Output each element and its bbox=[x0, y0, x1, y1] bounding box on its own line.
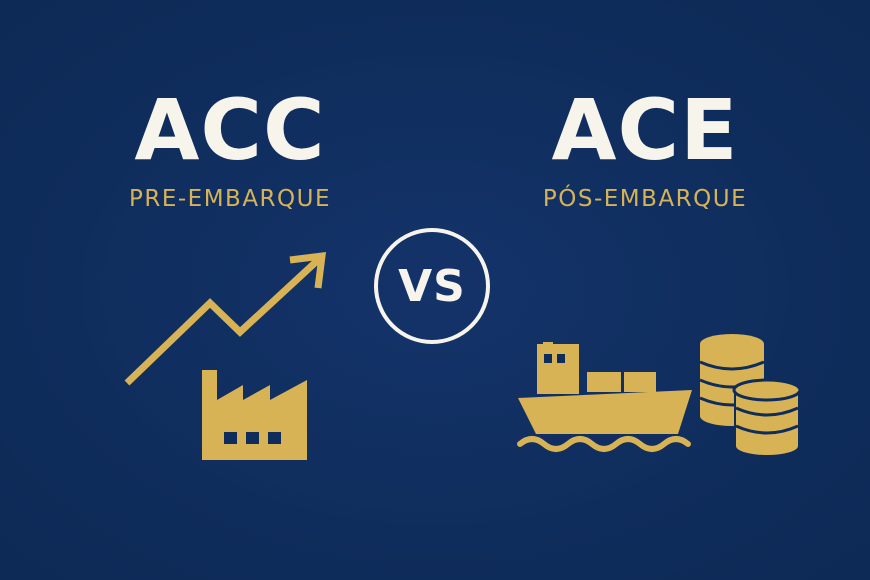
cargo-ship-icon bbox=[517, 334, 802, 455]
vs-label: VS bbox=[398, 260, 466, 312]
ace-title: ACE bbox=[551, 81, 739, 179]
acc-subtitle: PRE-EMBARQUE bbox=[128, 186, 332, 212]
ace-illustration bbox=[510, 330, 810, 460]
acc-illustration bbox=[115, 240, 335, 470]
ace-subtitle: PÓS-EMBARQUE bbox=[542, 186, 748, 212]
growth-arrow-icon bbox=[124, 251, 327, 460]
acc-title: ACC bbox=[134, 81, 326, 179]
coin-stack-icon bbox=[699, 334, 802, 455]
vs-badge: VS bbox=[374, 228, 490, 344]
factory-icon bbox=[202, 370, 307, 460]
